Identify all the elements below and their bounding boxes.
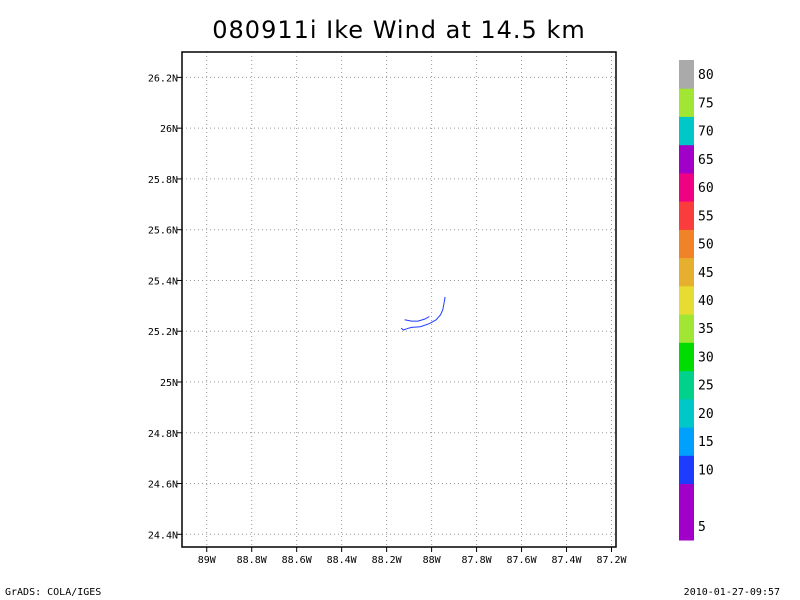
wind-contour-line [406, 296, 446, 330]
x-tick-label: 87.6W [506, 555, 537, 566]
chart-title: 080911i Ike Wind at 14.5 km [212, 16, 586, 44]
footer-timestamp: 2010-01-27-09:57 [683, 587, 780, 598]
colorbar-swatch [679, 257, 694, 287]
colorbar-label: 15 [698, 435, 714, 450]
colorbar-label: 35 [698, 322, 714, 337]
colorbar-swatch [679, 314, 694, 343]
colorbar-label: 80 [698, 68, 714, 83]
y-tick-label: 26N [160, 124, 178, 135]
x-tick-label: 89W [198, 555, 217, 566]
x-tick-label: 88.6W [282, 555, 313, 566]
x-tick-label: 88.8W [237, 555, 268, 566]
x-tick-label: 87.8W [462, 555, 493, 566]
y-tick-label: 26.2N [148, 73, 178, 84]
colorbar-label: 65 [698, 153, 714, 168]
colorbar-label: 20 [698, 407, 714, 422]
colorbar-swatch [679, 427, 694, 456]
colorbar-swatch [679, 88, 694, 117]
colorbar-label: 5 [698, 520, 706, 535]
colorbar-label: 10 [698, 463, 714, 478]
y-tick-label: 24.4N [148, 530, 178, 541]
colorbar-label: 25 [698, 379, 714, 394]
colorbar-swatch [679, 398, 694, 428]
y-tick-label: 25N [160, 378, 178, 389]
grid-lines [182, 52, 616, 547]
x-tick-label: 88.2W [372, 555, 403, 566]
x-tick-label: 87.4W [551, 555, 582, 566]
y-tick-label: 25.8N [148, 175, 178, 186]
colorbar-label: 30 [698, 351, 714, 366]
y-tick-label: 25.4N [148, 276, 178, 287]
colorbar-label: 55 [698, 209, 714, 224]
colorbar-label: 40 [698, 294, 714, 309]
y-tick-label: 24.8N [148, 429, 178, 440]
x-tick-label: 88W [423, 555, 442, 566]
colorbar-swatch [679, 229, 694, 259]
colorbar-label: 75 [698, 96, 714, 111]
colorbar-label: 45 [698, 266, 714, 281]
wind-contour-line [400, 327, 408, 331]
x-tick-label: 88.4W [327, 555, 358, 566]
wind-contour-line [404, 316, 430, 322]
plot-frame [181, 51, 617, 548]
y-tick-label: 24.6N [148, 480, 178, 491]
colorbar-swatch [679, 370, 694, 400]
colorbar-swatch [679, 144, 694, 174]
colorbar-label: 50 [698, 238, 714, 253]
colorbar: 5 10 15 20 25 30 35 40 45 50 55 60 65 70 75 80 [679, 60, 714, 541]
y-tick-label: 25.6N [148, 226, 178, 237]
colorbar-swatch [679, 511, 694, 541]
x-tick-label: 87.2W [596, 555, 627, 566]
footer-credit: GrADS: COLA/IGES [5, 587, 102, 598]
axis-ticks: 89W 88.8W 88.6W 88.4W 88.2W 88W 87.8W 87.6W 87.4… [148, 73, 628, 566]
colorbar-swatch [679, 285, 694, 315]
colorbar-label: 70 [698, 125, 714, 140]
colorbar-label: 60 [698, 181, 714, 196]
y-tick-label: 25.2N [148, 327, 178, 338]
colorbar-swatch [679, 455, 694, 484]
colorbar-swatch [679, 342, 694, 372]
wind-series [400, 296, 446, 331]
colorbar-swatch [679, 172, 694, 202]
colorbar-swatch [679, 116, 694, 146]
colorbar-swatch [679, 201, 694, 230]
colorbar-swatch [679, 60, 694, 89]
colorbar-swatch [679, 483, 694, 513]
